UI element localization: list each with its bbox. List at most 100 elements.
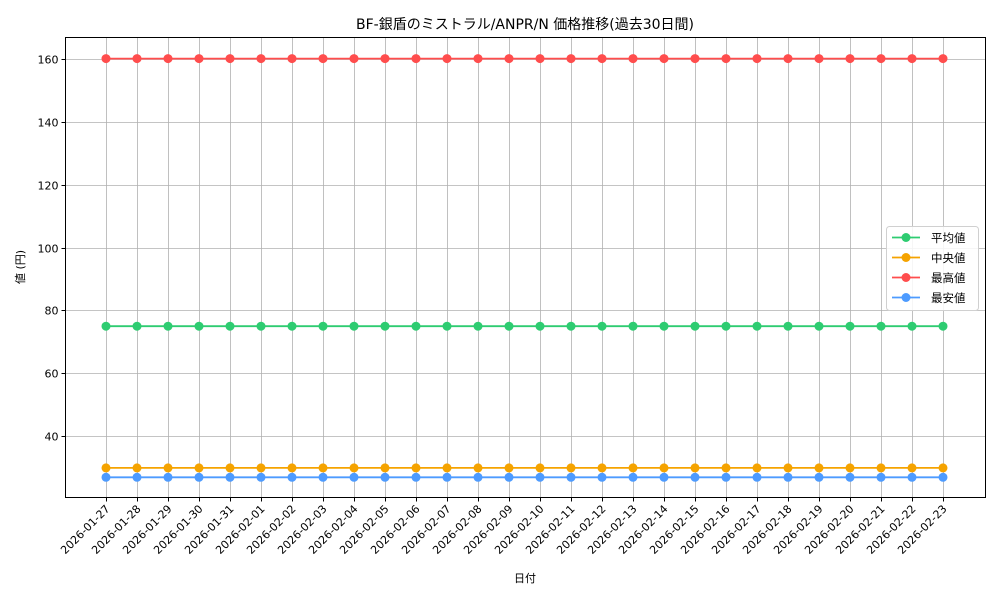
data-point: [876, 54, 886, 64]
data-point: [225, 463, 235, 473]
data-point: [163, 54, 173, 64]
data-point: [907, 54, 917, 64]
x-axis-label: 日付: [514, 572, 536, 585]
data-point: [690, 463, 700, 473]
data-point: [411, 54, 421, 64]
data-point: [473, 463, 483, 473]
data-point: [163, 463, 173, 473]
data-point: [256, 321, 266, 331]
grid-lines: [65, 37, 986, 498]
data-point: [690, 472, 700, 482]
data-point: [814, 321, 824, 331]
y-tick-label: 60: [45, 368, 59, 381]
data-point: [473, 321, 483, 331]
data-point: [132, 463, 142, 473]
data-point: [876, 321, 886, 331]
data-point: [690, 321, 700, 331]
data-point: [163, 321, 173, 331]
data-point: [907, 472, 917, 482]
legend-label: 最安値: [931, 291, 966, 305]
data-point: [101, 463, 111, 473]
data-point: [194, 321, 204, 331]
data-point: [256, 463, 266, 473]
data-point: [721, 472, 731, 482]
data-point: [938, 54, 948, 64]
data-point: [814, 472, 824, 482]
data-point: [535, 321, 545, 331]
data-point: [380, 472, 390, 482]
data-point: [349, 463, 359, 473]
data-point: [163, 472, 173, 482]
data-point: [194, 54, 204, 64]
data-point: [783, 321, 793, 331]
data-point: [721, 463, 731, 473]
y-axis-ticks: 40 60 80 100 120 140 160: [38, 54, 66, 444]
data-point: [535, 472, 545, 482]
data-point: [876, 472, 886, 482]
legend-marker: [901, 273, 911, 282]
data-point: [473, 54, 483, 64]
data-point: [380, 54, 390, 64]
data-point: [256, 472, 266, 482]
data-point: [442, 321, 452, 331]
data-point: [783, 54, 793, 64]
data-point: [690, 54, 700, 64]
data-point: [628, 54, 638, 64]
data-point: [566, 472, 576, 482]
data-point: [442, 472, 452, 482]
data-point: [597, 463, 607, 473]
data-point: [287, 463, 297, 473]
data-point: [194, 463, 204, 473]
data-point: [101, 472, 111, 482]
data-point: [318, 54, 328, 64]
x-axis-ticks: 2026-01-272026-01-282026-01-292026-01-30…: [58, 497, 950, 557]
data-point: [442, 463, 452, 473]
data-point: [380, 463, 390, 473]
data-point: [287, 472, 297, 482]
data-point: [535, 54, 545, 64]
data-point: [318, 472, 328, 482]
data-point: [721, 321, 731, 331]
data-point: [566, 321, 576, 331]
data-point: [194, 472, 204, 482]
data-point: [504, 463, 514, 473]
data-point: [876, 463, 886, 473]
data-point: [845, 321, 855, 331]
data-point: [225, 321, 235, 331]
data-point: [597, 54, 607, 64]
data-point: [752, 463, 762, 473]
data-point: [938, 472, 948, 482]
data-point: [287, 321, 297, 331]
legend-marker: [901, 253, 911, 262]
y-tick-label: 160: [38, 54, 59, 67]
data-point: [907, 463, 917, 473]
data-point: [597, 321, 607, 331]
data-point: [659, 463, 669, 473]
data-point: [752, 321, 762, 331]
data-point: [504, 472, 514, 482]
data-point: [101, 321, 111, 331]
data-point: [442, 54, 452, 64]
data-point: [783, 472, 793, 482]
data-point: [814, 463, 824, 473]
data-point: [287, 54, 297, 64]
y-tick-label: 100: [38, 243, 59, 256]
data-point: [566, 463, 576, 473]
data-point: [628, 463, 638, 473]
data-point: [256, 54, 266, 64]
legend-marker: [901, 233, 911, 242]
data-point: [349, 54, 359, 64]
data-point: [318, 321, 328, 331]
data-point: [504, 321, 514, 331]
data-point: [380, 321, 390, 331]
data-point: [597, 472, 607, 482]
data-point: [721, 54, 731, 64]
data-point: [411, 472, 421, 482]
data-point: [101, 54, 111, 64]
legend-label: 平均値: [931, 231, 966, 245]
series-lines: [101, 54, 948, 482]
data-point: [225, 472, 235, 482]
